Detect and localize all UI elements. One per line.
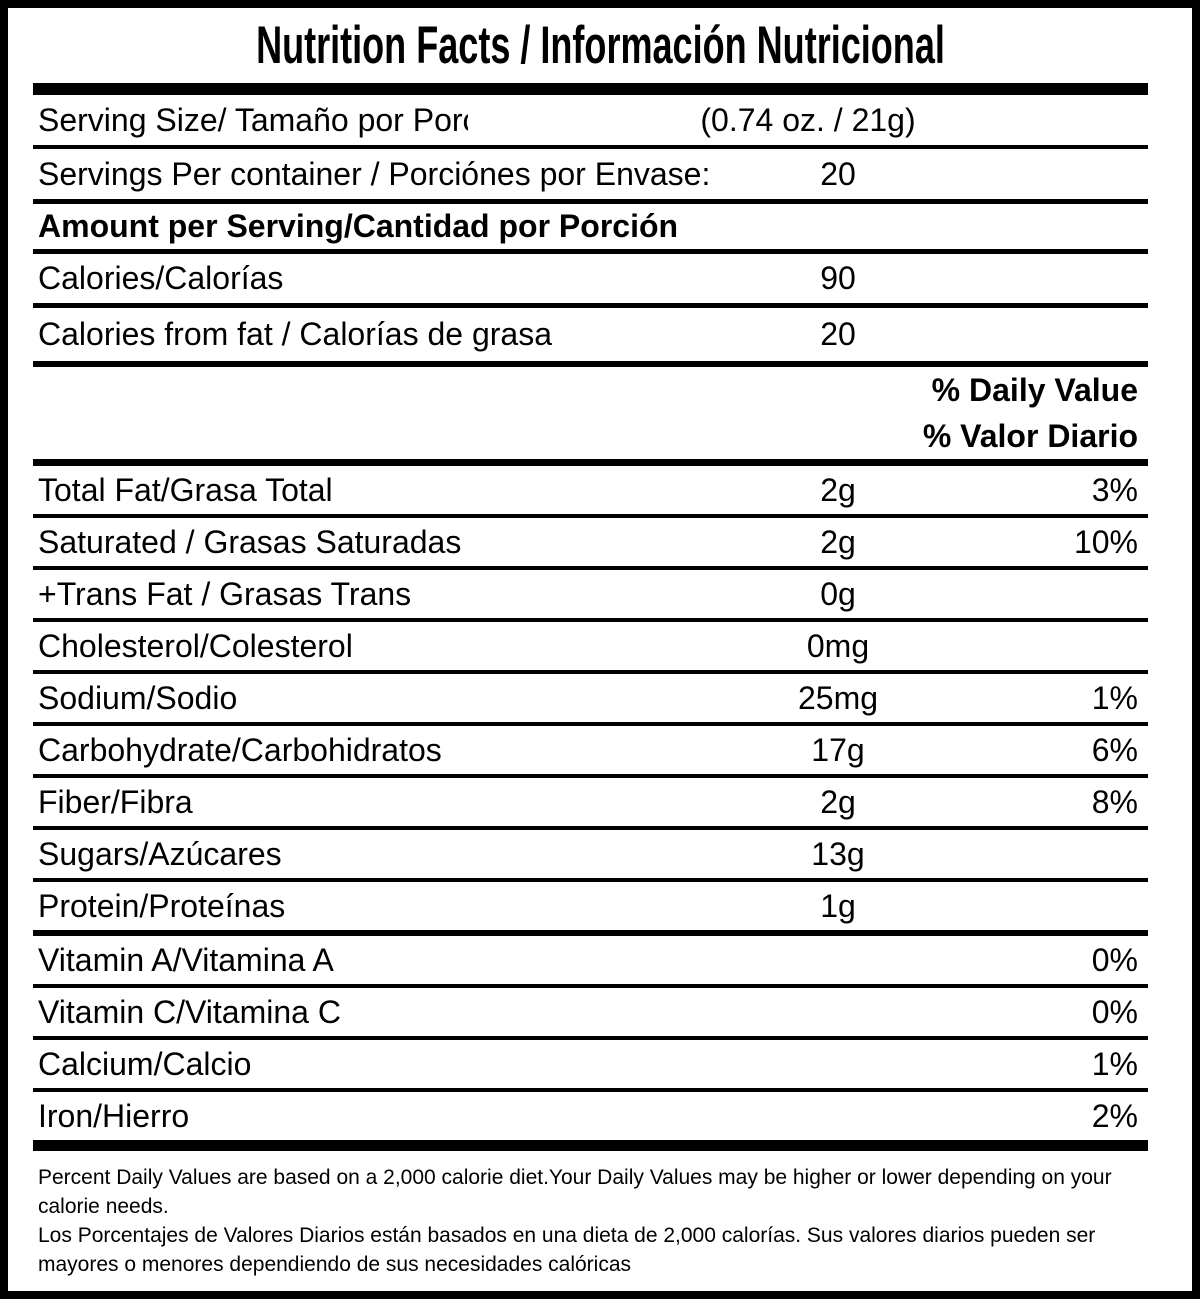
calories-from-fat-label: Calories from fat / Calorías de grasa: [38, 316, 552, 352]
micronutrient-label: Vitamin A/Vitamina A: [38, 941, 334, 978]
nutrient-row: Saturated / Grasas Saturadas 2g 10%: [33, 518, 1148, 570]
micronutrient-percent: 0%: [1091, 993, 1138, 1030]
divider: [33, 459, 1148, 466]
servings-per-container-row: Servings Per container / Porciónes por E…: [33, 149, 1148, 199]
nutrient-row: Sugars/Azúcares 13g: [33, 830, 1148, 882]
micronutrient-percent: 1%: [1091, 1045, 1138, 1082]
serving-size-row: Serving Size/ Tamaño por Porción (0.74 o…: [33, 95, 1148, 145]
divider: [33, 361, 1148, 367]
footnote-spanish: Los Porcentajes de Valores Diarios están…: [38, 1224, 1096, 1276]
nutrient-percent: 6%: [1091, 731, 1138, 768]
nutrient-row: +Trans Fat / Grasas Trans 0g: [33, 570, 1148, 622]
micronutrient-row: Iron/Hierro 2%: [33, 1092, 1148, 1140]
micronutrients-section: Vitamin A/Vitamina A 0% Vitamin C/Vitami…: [33, 936, 1148, 1140]
serving-size-label: Serving Size/ Tamaño por Porción: [38, 101, 468, 138]
nutrient-amount: 25mg: [797, 679, 879, 716]
nutrient-amount: 2g: [820, 523, 856, 560]
divider: [33, 199, 1148, 204]
nutrient-label: +Trans Fat / Grasas Trans: [38, 575, 412, 612]
page-title: Nutrition Facts / Información Nutriciona…: [255, 16, 945, 75]
nutrient-label: Sodium/Sodio: [38, 679, 238, 716]
nutrient-label: Sugars/Azúcares: [38, 835, 282, 872]
footnote-english: Percent Daily Values are based on a 2,00…: [38, 1166, 1112, 1218]
nutrient-amount: 0mg: [806, 627, 870, 664]
micronutrient-label: Iron/Hierro: [38, 1097, 190, 1134]
nutrient-label: Saturated / Grasas Saturadas: [38, 523, 462, 560]
micronutrient-row: Vitamin C/Vitamina C 0%: [33, 988, 1148, 1040]
label-body: Serving Size/ Tamaño por Porción (0.74 o…: [8, 83, 1192, 1151]
calories-from-fat-value: 20: [820, 316, 856, 352]
nutrient-amount: 2g: [820, 783, 856, 820]
micronutrient-row: Vitamin A/Vitamina A 0%: [33, 936, 1148, 988]
daily-value-header-en: % Daily Value: [931, 371, 1138, 408]
servings-per-container-value: 20: [820, 155, 856, 192]
nutrient-row: Total Fat/Grasa Total 2g 3%: [33, 466, 1148, 518]
divider: [33, 249, 1148, 254]
calories-from-fat-row: Calories from fat / Calorías de grasa 20: [33, 308, 1148, 361]
footnote-separator-bar: [33, 1140, 1148, 1151]
micronutrient-percent: 2%: [1091, 1097, 1138, 1134]
divider: [33, 930, 1148, 936]
nutrient-label: Cholesterol/Colesterol: [38, 627, 353, 664]
title-bar: Nutrition Facts / Información Nutriciona…: [8, 8, 1192, 83]
daily-value-header-row-es: % Valor Diario: [33, 413, 1148, 459]
micronutrient-label: Vitamin C/Vitamina C: [38, 993, 341, 1030]
nutrient-percent: 10%: [1073, 523, 1138, 560]
nutrient-row: Cholesterol/Colesterol 0mg: [33, 622, 1148, 674]
calories-row: Calories/Calorías 90: [33, 254, 1148, 303]
nutrient-percent: 3%: [1091, 471, 1138, 508]
servings-per-container-label: Servings Per container / Porciónes por E…: [38, 155, 711, 192]
daily-value-header-es: % Valor Diario: [922, 417, 1138, 454]
nutrient-amount: 1g: [820, 887, 856, 924]
nutrient-row: Fiber/Fibra 2g 8%: [33, 778, 1148, 830]
calories-value: 90: [820, 260, 856, 296]
nutrient-amount: 0g: [820, 575, 856, 612]
nutrient-label: Protein/Proteínas: [38, 887, 286, 924]
micronutrient-row: Calcium/Calcio 1%: [33, 1040, 1148, 1092]
amount-per-serving-header-row: Amount per Serving/Cantidad por Porción: [33, 204, 1148, 249]
divider: [33, 145, 1148, 149]
nutrient-row: Carbohydrate/Carbohidratos 17g 6%: [33, 726, 1148, 778]
nutrient-row: Sodium/Sodio 25mg 1%: [33, 674, 1148, 726]
nutrient-percent: 1%: [1091, 679, 1138, 716]
nutrients-section: Total Fat/Grasa Total 2g 3% Saturated / …: [33, 466, 1148, 930]
serving-size-value: (0.74 oz. / 21g): [700, 101, 916, 138]
nutrient-row: Protein/Proteínas 1g: [33, 882, 1148, 930]
title-separator-bar: [33, 83, 1148, 95]
nutrient-amount: 13g: [811, 835, 865, 872]
divider: [33, 303, 1148, 308]
daily-value-header-row-en: % Daily Value: [33, 367, 1148, 413]
nutrient-label: Fiber/Fibra: [38, 783, 193, 820]
micronutrient-percent: 0%: [1091, 941, 1138, 978]
nutrient-label: Total Fat/Grasa Total: [38, 471, 333, 508]
nutrient-percent: 8%: [1091, 783, 1138, 820]
footnote: Percent Daily Values are based on a 2,00…: [8, 1151, 1192, 1279]
amount-per-serving-header: Amount per Serving/Cantidad por Porción: [38, 208, 679, 244]
micronutrient-label: Calcium/Calcio: [38, 1045, 252, 1082]
nutrient-amount: 17g: [811, 731, 865, 768]
nutrient-amount: 2g: [820, 471, 856, 508]
calories-label: Calories/Calorías: [38, 260, 284, 296]
nutrient-label: Carbohydrate/Carbohidratos: [38, 731, 442, 768]
